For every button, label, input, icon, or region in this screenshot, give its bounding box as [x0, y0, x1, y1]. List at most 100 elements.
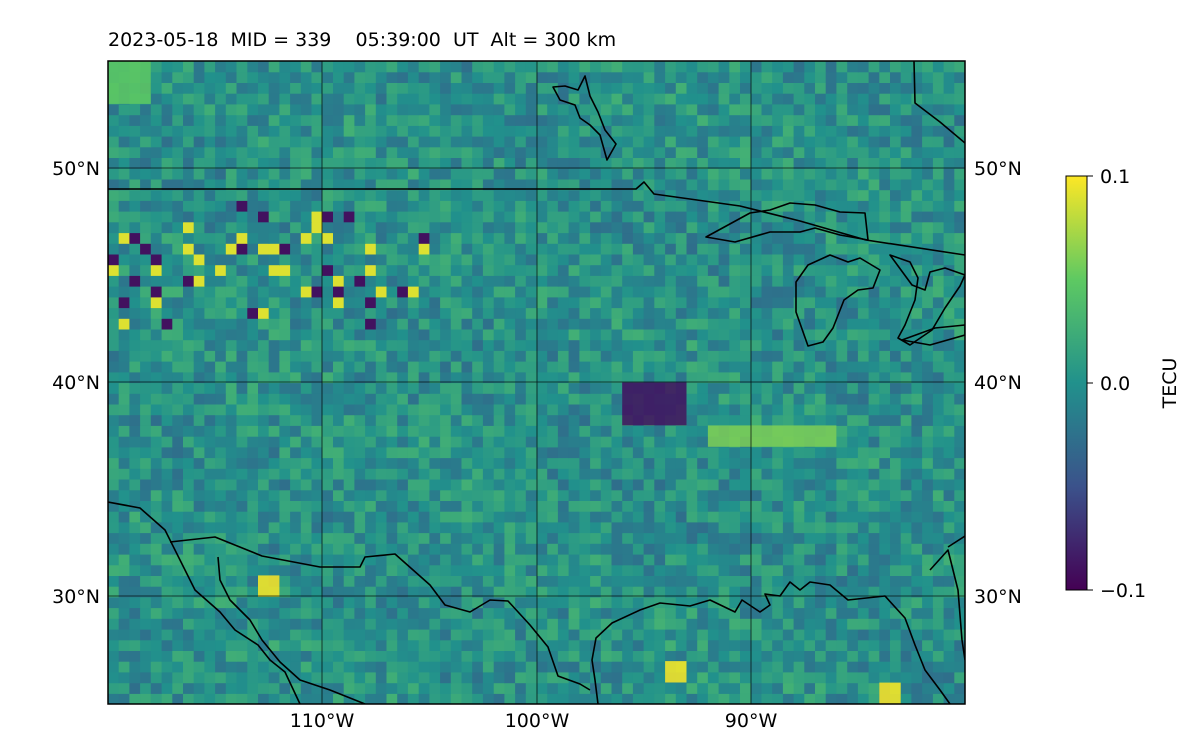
heatmap-cell — [322, 361, 334, 373]
heatmap-cell — [418, 178, 430, 191]
heatmap-cell — [568, 500, 580, 512]
heatmap-cell — [654, 71, 666, 83]
heatmap-cell — [729, 211, 741, 223]
heatmap-cell — [461, 511, 473, 523]
heatmap-cell — [665, 328, 677, 341]
heatmap-cell — [482, 554, 495, 566]
heatmap-cell — [183, 114, 195, 126]
heatmap-cell — [890, 178, 902, 191]
heatmap-cell — [922, 682, 934, 694]
heatmap-cell — [632, 543, 645, 555]
heatmap-cell — [568, 296, 580, 309]
heatmap-cell — [493, 243, 505, 255]
heatmap-cell — [397, 575, 409, 587]
lake-huron — [889, 254, 965, 346]
heatmap-cell — [183, 532, 195, 544]
heatmap-cell — [675, 639, 688, 651]
heatmap-cell — [772, 286, 784, 298]
heatmap-cell — [943, 371, 955, 384]
heatmap-feature — [665, 661, 687, 683]
heatmap-cell — [193, 543, 205, 555]
heatmap-cell — [472, 328, 484, 341]
heatmap-cell — [215, 361, 227, 373]
heatmap-cell — [140, 414, 152, 426]
heatmap-cell — [632, 371, 645, 384]
heatmap-cell — [890, 436, 902, 448]
heatmap-cell — [225, 554, 238, 566]
heatmap-cell — [258, 114, 270, 126]
heatmap-cell — [290, 318, 302, 330]
heatmap-cell — [911, 500, 923, 512]
heatmap-cell — [429, 489, 441, 501]
heatmap-cell — [407, 243, 420, 255]
heatmap-cell — [922, 446, 934, 459]
heatmap-cell — [450, 564, 463, 576]
heatmap-cell — [504, 425, 516, 437]
heatmap-cell — [622, 575, 634, 587]
heatmap-cell — [782, 286, 795, 298]
heatmap-cell — [375, 350, 388, 362]
heatmap-cell — [407, 178, 420, 191]
heatmap-cell — [236, 393, 248, 405]
heatmap-cell — [375, 243, 388, 255]
heatmap-cell — [782, 693, 795, 704]
heatmap-cell — [472, 607, 484, 619]
heatmap-cell — [322, 328, 334, 341]
heatmap-cell — [707, 403, 720, 416]
heatmap-cell — [804, 318, 816, 330]
lat-label-left-40n: 40°N — [52, 372, 100, 394]
heatmap-cell — [911, 393, 923, 405]
heatmap-cell — [472, 564, 484, 576]
heatmap-cell — [322, 93, 334, 105]
heatmap-cell — [268, 457, 280, 469]
heatmap-cell — [193, 661, 205, 673]
heatmap-cell — [397, 103, 409, 116]
heatmap-cell — [300, 136, 313, 148]
heatmap-cell — [793, 211, 805, 223]
heatmap-cell — [204, 489, 216, 501]
heatmap-cell — [504, 543, 516, 555]
heatmap-cell — [279, 328, 291, 341]
heatmap-cell — [954, 639, 965, 651]
heatmap-cell — [579, 275, 591, 287]
heatmap-cell — [150, 586, 163, 598]
heatmap-cell — [622, 446, 634, 459]
heatmap-cell — [525, 596, 538, 609]
heatmap-cell — [322, 125, 334, 137]
heatmap-cell — [954, 232, 965, 244]
heatmap-cell — [600, 479, 613, 491]
heatmap-cell — [847, 82, 859, 94]
heatmap-cell — [129, 671, 141, 684]
heatmap-cell — [440, 489, 452, 501]
heatmap-cell — [890, 189, 902, 201]
heatmap-cell — [536, 596, 548, 609]
heatmap-cell — [343, 436, 355, 448]
heatmap-cell — [311, 586, 323, 598]
heatmap-cell — [568, 189, 580, 201]
heatmap-cell — [225, 71, 238, 83]
heatmap-cell — [600, 682, 613, 694]
heatmap-cell — [515, 286, 527, 298]
heatmap-cell — [161, 382, 173, 394]
heatmap-cell — [440, 414, 452, 426]
heatmap-cell — [493, 103, 505, 116]
heatmap-cell — [686, 661, 698, 673]
heatmap-cell — [579, 489, 591, 501]
heatmap-cell — [632, 328, 645, 341]
heatmap-cell — [204, 543, 216, 555]
heatmap-cell — [536, 361, 548, 373]
heatmap-cell — [172, 650, 184, 662]
heatmap-cell — [857, 318, 870, 330]
heatmap-cell — [300, 639, 313, 651]
heatmap-cell — [343, 371, 355, 384]
heatmap-cell — [354, 371, 366, 384]
heatmap-cell — [129, 650, 141, 662]
heatmap-cell — [675, 200, 688, 212]
heatmap-cell — [600, 586, 613, 598]
heatmap-cell — [236, 693, 248, 704]
heatmap-cell — [418, 586, 430, 598]
heatmap-cell — [761, 371, 773, 384]
heatmap-cell — [590, 243, 602, 255]
heatmap-cell — [932, 425, 945, 437]
heatmap-cell — [922, 500, 934, 512]
